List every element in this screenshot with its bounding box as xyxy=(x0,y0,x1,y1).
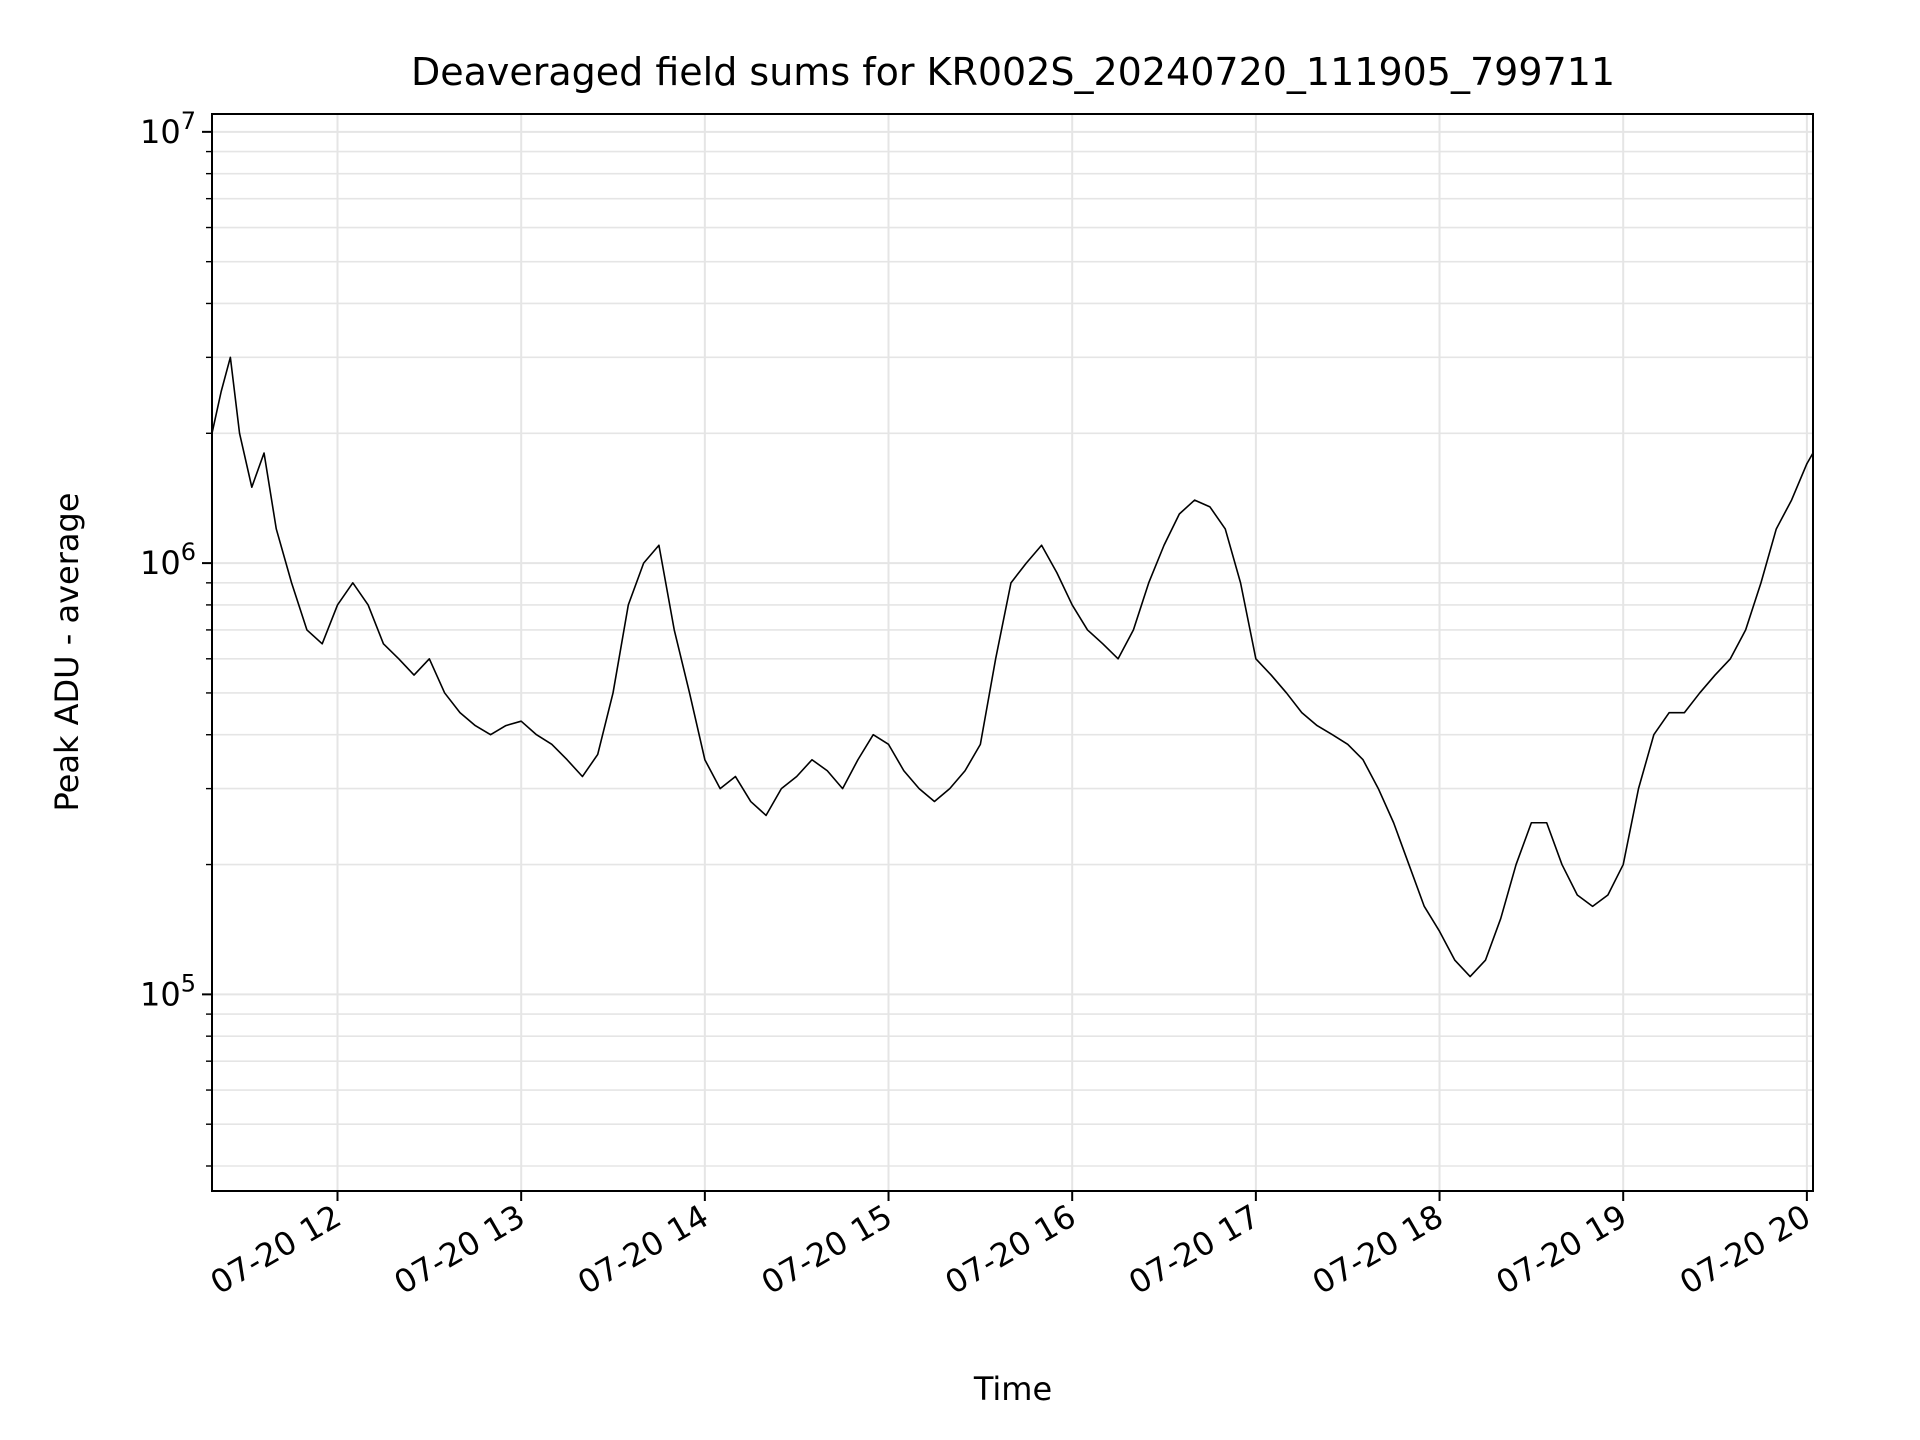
x-axis-label: Time xyxy=(973,1370,1052,1408)
x-tick-label: 07-20 12 xyxy=(204,1197,348,1302)
y-tick-exponent: 6 xyxy=(181,538,196,566)
y-tick-label: 105 xyxy=(140,969,196,1013)
x-tick-label: 07-20 13 xyxy=(388,1197,532,1302)
chart-title: Deaveraged field sums for KR002S_2024072… xyxy=(411,50,1615,94)
y-tick-exponent: 5 xyxy=(181,969,196,997)
x-tick-label: 07-20 19 xyxy=(1490,1197,1634,1302)
y-tick-label: 106 xyxy=(140,538,196,582)
y-axis: 105 106 107 xyxy=(140,107,212,1167)
x-tick-label: 07-20 18 xyxy=(1306,1197,1450,1302)
series-line xyxy=(211,356,1814,978)
grid xyxy=(212,114,1813,1191)
x-axis: 07-20 12 07-20 13 07-20 14 07-20 15 07-20 16… xyxy=(204,1191,1817,1302)
y-tick-label: 107 xyxy=(140,107,196,151)
x-tick-label: 07-20 15 xyxy=(755,1197,899,1302)
x-tick-label: 07-20 16 xyxy=(939,1197,1083,1302)
plot-area xyxy=(211,356,1814,978)
axes-frame xyxy=(211,113,1814,1192)
x-tick-label: 07-20 20 xyxy=(1673,1197,1817,1302)
y-tick-exponent: 7 xyxy=(181,107,196,135)
x-tick-label: 07-20 17 xyxy=(1122,1197,1266,1302)
y-axis-label: Peak ADU - average xyxy=(48,493,86,812)
x-tick-label: 07-20 14 xyxy=(571,1197,715,1302)
